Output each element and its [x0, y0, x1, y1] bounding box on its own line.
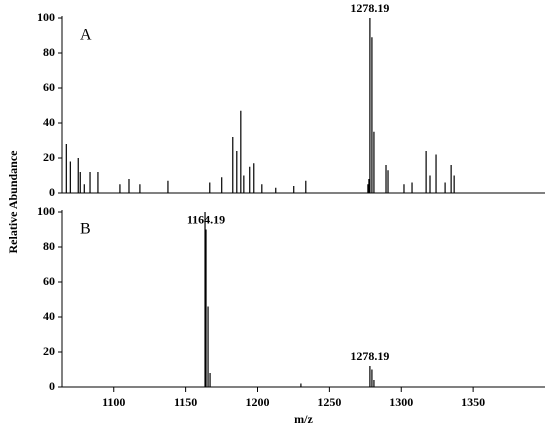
y-tick-label: 60 — [43, 274, 55, 288]
x-axis-title: m/z — [294, 412, 313, 426]
y-tick-label: 20 — [43, 150, 55, 164]
y-tick-label: 0 — [49, 379, 55, 393]
y-tick-label: 40 — [43, 309, 55, 323]
y-tick-label: 60 — [43, 80, 55, 94]
y-tick-label: 40 — [43, 115, 55, 129]
peak-label: 1278.19 — [350, 349, 389, 363]
y-tick-label: 80 — [43, 45, 55, 59]
peak-label: 1164.19 — [187, 212, 225, 226]
y-tick-label: 100 — [37, 204, 55, 218]
y-tick-label: 100 — [37, 10, 55, 24]
y-axis-title: Relative Abundance — [6, 150, 20, 254]
y-tick-label: 0 — [49, 185, 55, 199]
x-tick-label: 1200 — [246, 395, 270, 409]
panel-label: A — [80, 27, 92, 44]
peak-label: 1278.19 — [350, 1, 389, 15]
x-tick-label: 1250 — [317, 395, 341, 409]
x-tick-label: 1300 — [389, 395, 413, 409]
panel-label: B — [80, 221, 91, 238]
y-tick-label: 20 — [43, 344, 55, 358]
x-tick-label: 1350 — [461, 395, 485, 409]
x-tick-label: 1150 — [174, 395, 197, 409]
y-tick-label: 80 — [43, 239, 55, 253]
x-tick-label: 1100 — [102, 395, 125, 409]
